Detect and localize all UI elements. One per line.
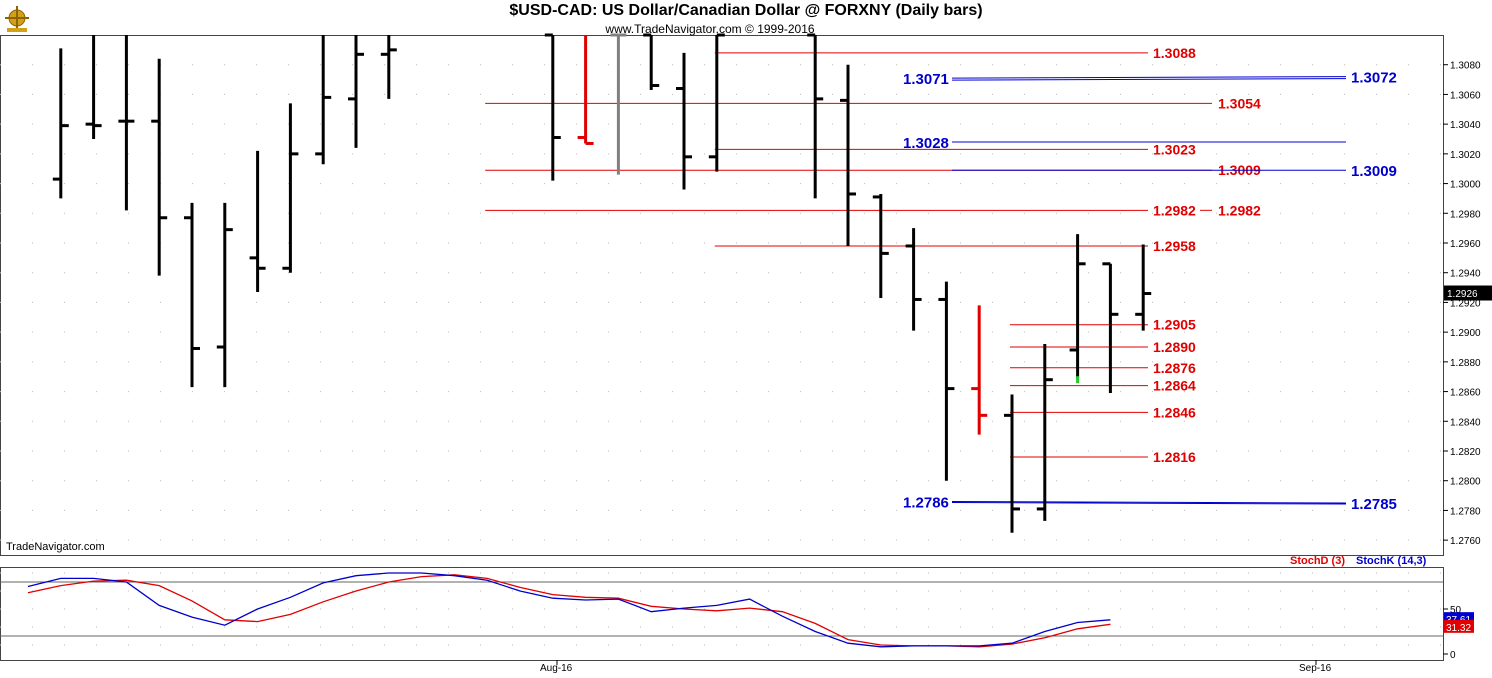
level-label: 1.2876 <box>1153 360 1196 376</box>
stoch-panel-frame <box>0 567 1444 661</box>
y-tick-label: 1.2960 <box>1450 239 1481 250</box>
chart-subtitle: www.TradeNavigator.com © 1999-2016 <box>605 22 815 36</box>
level-label: 1.3072 <box>1351 70 1397 87</box>
level-label: 1.2890 <box>1153 339 1196 355</box>
level-line <box>951 501 1347 504</box>
y-tick-label: 1.2980 <box>1450 209 1481 220</box>
level-line <box>951 78 1347 81</box>
level-label: 1.2786 <box>903 495 949 512</box>
level-label: 1.2958 <box>1153 238 1196 254</box>
level-label: 1.3009 <box>1351 163 1397 180</box>
y-tick-label: 1.3060 <box>1450 90 1481 101</box>
y-tick-label: 1.2900 <box>1450 328 1481 339</box>
level-label: 1.3054 <box>1218 95 1261 111</box>
y-tick-label: 1.2880 <box>1450 358 1481 369</box>
level-label: 1.2864 <box>1153 378 1196 394</box>
level-label: 1.3071 <box>903 71 949 88</box>
level-label: 1.2785 <box>1351 496 1397 513</box>
y-tick-label: 1.2820 <box>1450 447 1481 458</box>
level-label: 1.2982 <box>1153 202 1196 218</box>
y-tick-label: 1.2920 <box>1450 298 1481 309</box>
y-tick-label: 1.3080 <box>1450 61 1481 72</box>
y-tick-label: 1.2780 <box>1450 506 1481 517</box>
chart-title: $USD-CAD: US Dollar/Canadian Dollar @ FO… <box>509 2 983 19</box>
price-grid <box>0 64 1443 541</box>
y-tick-label: 0 <box>1450 650 1456 661</box>
y-tick-label: 1.2800 <box>1450 477 1481 488</box>
stoch-series-line <box>27 572 1111 648</box>
watermark: TradeNavigator.com <box>6 541 105 553</box>
y-tick-label: 50 <box>1450 605 1462 616</box>
level-label: 1.2846 <box>1153 404 1196 420</box>
y-tick-label: 1.2860 <box>1450 388 1481 399</box>
level-line <box>951 502 1347 505</box>
legend-stoch-k: StochK (14,3) <box>1356 555 1427 567</box>
navigator-logo-icon <box>2 4 32 34</box>
last-price-box <box>1444 285 1492 301</box>
level-label: 1.3023 <box>1153 141 1196 157</box>
y-tick-label: 1.3040 <box>1450 120 1481 131</box>
last-price-label: 1.2926 <box>1447 289 1478 300</box>
level-label: 1.2982 <box>1218 202 1261 218</box>
level-label: 1.3028 <box>903 135 949 152</box>
stoch-grid <box>0 572 1443 646</box>
y-tick-label: 1.2940 <box>1450 269 1481 280</box>
stoch-d-value-box <box>1444 619 1474 633</box>
stoch-d-value: 31.32 <box>1446 623 1471 634</box>
x-tick-label: Sep-16 <box>1299 663 1332 674</box>
y-tick-label: 1.2840 <box>1450 417 1481 428</box>
y-tick-label: 1.2760 <box>1450 536 1481 547</box>
green-low-marker <box>1076 376 1080 384</box>
level-line <box>951 76 1347 79</box>
legend-stoch-d: StochD (3) <box>1290 555 1345 567</box>
level-label: 1.2905 <box>1153 317 1196 333</box>
price-panel-frame <box>0 35 1444 556</box>
x-tick-label: Aug-16 <box>540 663 573 674</box>
y-tick-label: 1.3000 <box>1450 180 1481 191</box>
y-tick-label: 1.3020 <box>1450 150 1481 161</box>
level-label: 1.3088 <box>1153 45 1196 61</box>
level-label: 1.2816 <box>1153 449 1196 465</box>
